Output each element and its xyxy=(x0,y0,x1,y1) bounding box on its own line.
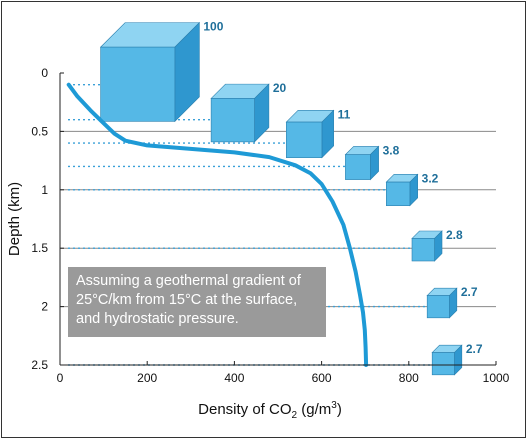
y-tick-label: 0.5 xyxy=(31,124,48,138)
x-tick-label: 400 xyxy=(224,371,244,385)
cube-front-face xyxy=(411,238,435,262)
cube-volume-label: 2.8 xyxy=(446,228,463,242)
cube-volume-label: 3.8 xyxy=(383,143,400,157)
density-cube: 3.2 xyxy=(385,171,439,207)
co2-density-curve xyxy=(66,82,369,367)
y-tick-labels: 0 0.5 1 1.5 2 2.5 xyxy=(31,66,64,372)
y-tick-label: 2 xyxy=(41,300,48,314)
density-cube: 11 xyxy=(285,107,351,159)
cube-front-face xyxy=(431,352,455,376)
x-axis-title: Density of CO2 (g/m3) xyxy=(198,400,342,421)
y-axis-title: Depth (km) xyxy=(6,182,23,256)
cube-volume-label: 3.2 xyxy=(422,171,439,185)
density-cube: 100 xyxy=(99,20,224,123)
x-tick-label: 800 xyxy=(399,371,419,385)
cube-front-face xyxy=(210,98,255,143)
y-tick-label: 2.5 xyxy=(31,358,48,372)
x-tick-label: 0 xyxy=(57,371,64,385)
axes xyxy=(59,73,496,366)
assumption-note: Assuming a geothermal gradient of 25°C/k… xyxy=(68,267,326,337)
cube-group: 100 20 11 3.8 3.2 2.8 2.7 2.7 xyxy=(99,20,483,376)
x-tick-label: 1000 xyxy=(483,371,510,385)
density-cube: 2.8 xyxy=(411,228,463,262)
x-tick-labels: 0 200 400 600 800 1000 xyxy=(57,361,510,385)
cube-volume-label: 100 xyxy=(203,20,223,34)
density-cube: 20 xyxy=(210,81,287,143)
cube-volume-label: 20 xyxy=(273,81,287,95)
density-cube: 2.7 xyxy=(431,342,483,376)
cube-volume-label: 11 xyxy=(338,107,351,121)
y-tick-label: 1 xyxy=(41,183,48,197)
cube-volume-label: 2.7 xyxy=(461,285,478,299)
y-tick-label: 1.5 xyxy=(31,241,48,255)
cube-front-face xyxy=(345,154,371,180)
cube-front-face xyxy=(386,181,411,206)
x-tick-label: 600 xyxy=(312,371,332,385)
x-tick-label: 200 xyxy=(137,371,157,385)
y-tick-label: 0 xyxy=(41,66,48,80)
cube-front-face xyxy=(286,121,323,158)
cube-front-face xyxy=(100,46,176,122)
density-cube: 3.8 xyxy=(344,143,400,181)
cube-front-face xyxy=(426,295,450,319)
cube-volume-label: 2.7 xyxy=(466,342,483,356)
density-cube: 2.7 xyxy=(426,285,478,319)
